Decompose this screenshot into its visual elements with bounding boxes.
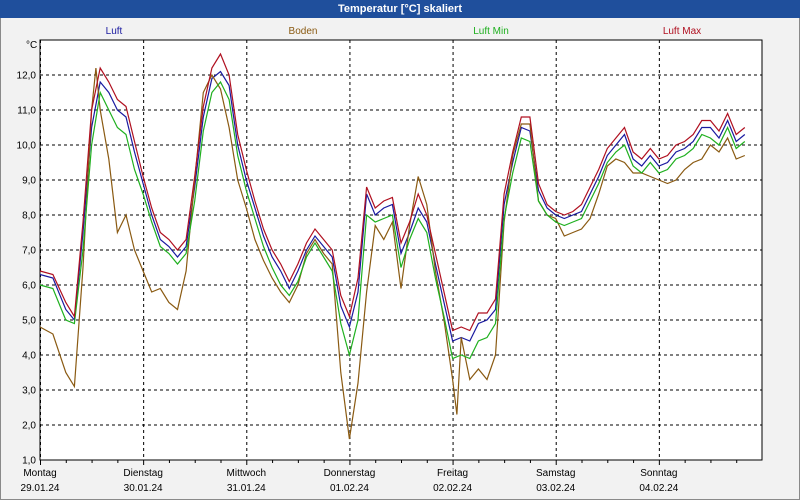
y-tick-label: 1,0 [22,456,36,467]
x-axis-ticks: Montag 29.01.24 Dienstag 30.01.24 Mittwoch 31… [21,468,679,494]
x-tick-day: Montag [23,468,56,479]
series-line-luft [39,70,746,342]
legend-entry-luft-min: Luft Min [473,26,509,37]
x-tick-day: Sonntag [640,468,677,479]
y-tick-label: 7,0 [22,246,36,257]
y-tick-label: 3,0 [22,386,36,397]
x-tick-day: Samstag [536,468,575,479]
legend-entry-luft: Luft [106,26,123,37]
x-tick-date: 04.02.24 [639,483,678,494]
x-tick-date: 02.02.24 [433,483,472,494]
x-tick-date: 30.01.24 [124,483,163,494]
x-tick-date: 01.02.24 [330,483,369,494]
x-tick-date: 31.01.24 [227,483,266,494]
y-axis-ticks: 1,0 2,0 3,0 4,0 5,0 6,0 7,0 8,0 9,0 10,0 11,0 12,0 [17,71,37,467]
legend: Luft Boden Luft Min Luft Max [106,26,702,37]
y-tick-label: 9,0 [22,176,36,187]
x-tick-day: Dienstag [123,468,162,479]
legend-entry-luft-max: Luft Max [663,26,701,37]
series-line-boden [39,67,746,440]
x-tick-day: Freitag [437,468,468,479]
y-tick-label: 10,0 [17,141,37,152]
y-tick-label: 8,0 [22,211,36,222]
series-line-luft-min [39,80,746,360]
y-tick-label: 4,0 [22,351,36,362]
series-lines [39,52,746,440]
y-tick-label: 12,0 [17,71,37,82]
x-tick-day: Mittwoch [227,468,266,479]
y-axis-unit: °C [26,40,37,51]
legend-entry-boden: Boden [289,26,318,37]
x-tick-day: Donnerstag [324,468,376,479]
y-tick-label: 6,0 [22,281,36,292]
y-tick-label: 11,0 [17,106,36,117]
chart-title: Temperatur [°C] skaliert [0,0,800,18]
y-tick-label: 5,0 [22,316,36,327]
x-tick-date: 03.02.24 [536,483,575,494]
y-tick-label: 2,0 [22,421,36,432]
x-tick-date: 29.01.24 [21,483,60,494]
series-line-luft-max [39,52,746,332]
